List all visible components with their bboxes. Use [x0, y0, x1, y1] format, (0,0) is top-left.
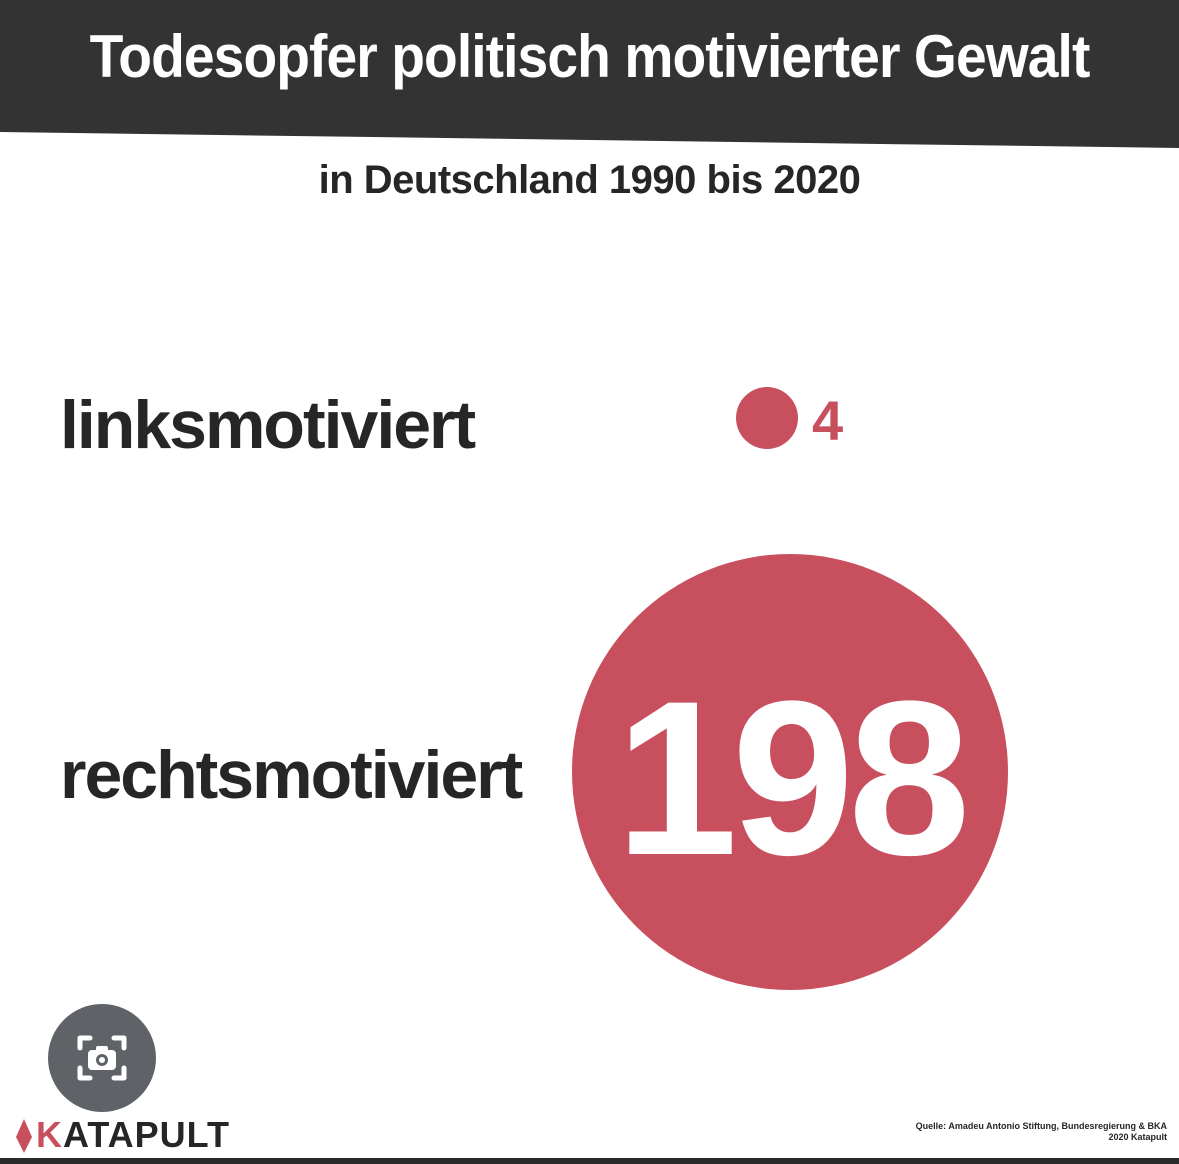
- chart-title: Todesopfer politisch motivierter Gewalt: [89, 23, 1091, 90]
- chart-subtitle: in Deutschland 1990 bis 2020: [318, 158, 861, 202]
- katapult-logo: KATAPULT: [12, 1110, 230, 1160]
- source-line-1: Quelle: Amadeu Antonio Stiftung, Bundesr…: [915, 1121, 1167, 1131]
- catapult-logo-icon: [16, 1119, 32, 1153]
- bottom-divider: [0, 1158, 1179, 1164]
- value-label-1: 198: [615, 655, 964, 901]
- source-line-2: 2020 Katapult: [1108, 1132, 1167, 1142]
- value-label-0: 4: [812, 389, 843, 452]
- category-label-0: linksmotiviert: [60, 387, 475, 463]
- logo-text: ATAPULT: [63, 1114, 230, 1155]
- camera-search-icon: [77, 1035, 127, 1081]
- header-band: Todesopfer politisch motivierter Gewalt: [0, 0, 1179, 150]
- header-band-shape: [0, 0, 1179, 148]
- category-label-1: rechtsmotiviert: [60, 737, 523, 813]
- lens-search-button[interactable]: [48, 1004, 156, 1112]
- bubble-0: [736, 387, 798, 449]
- bubble-1: [572, 554, 1008, 990]
- source-note: Quelle: Amadeu Antonio Stiftung, Bundesr…: [916, 1121, 1167, 1143]
- logo-initial: K: [36, 1114, 63, 1155]
